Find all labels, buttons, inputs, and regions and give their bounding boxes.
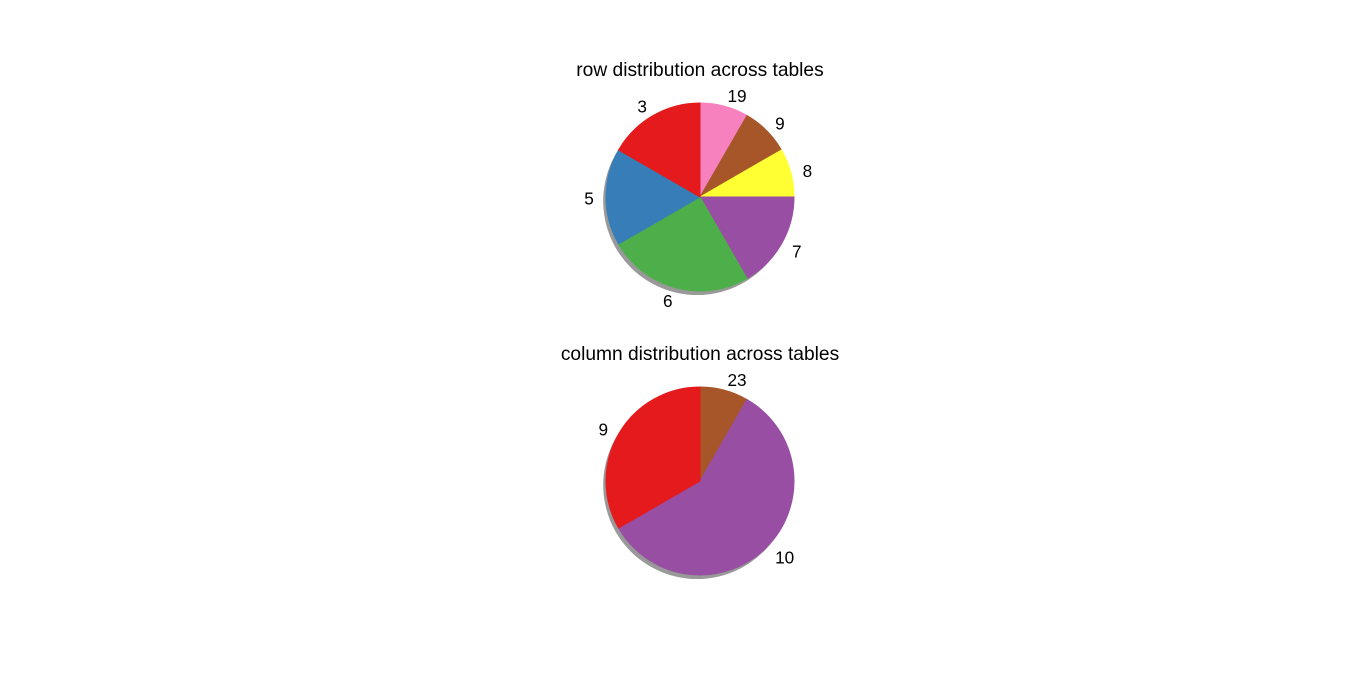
svg-text:row distribution across tables: row distribution across tables [576, 60, 823, 81]
svg-text:9: 9 [598, 419, 608, 439]
svg-text:7: 7 [792, 242, 802, 262]
svg-text:23: 23 [727, 370, 746, 390]
svg-text:8: 8 [803, 161, 813, 181]
svg-text:column distribution across tab: column distribution across tables [561, 344, 839, 365]
svg-text:3: 3 [637, 97, 647, 117]
svg-text:9: 9 [775, 113, 785, 133]
svg-text:10: 10 [775, 548, 794, 568]
svg-text:19: 19 [727, 86, 746, 106]
svg-text:6: 6 [663, 291, 673, 311]
svg-text:5: 5 [584, 189, 594, 209]
